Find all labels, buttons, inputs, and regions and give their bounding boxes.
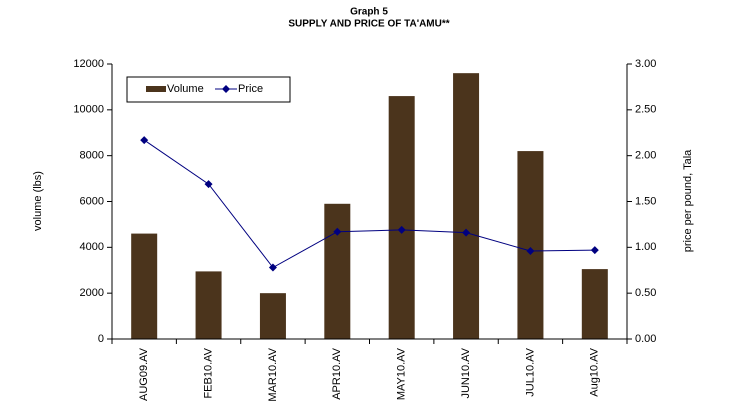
y-tick-label: 4000 bbox=[80, 241, 104, 253]
bar bbox=[517, 151, 544, 339]
price-line bbox=[143, 139, 595, 269]
bar bbox=[195, 271, 222, 339]
price-marker bbox=[140, 136, 149, 145]
bar bbox=[259, 293, 286, 339]
y2-tick-label: 0.00 bbox=[635, 333, 656, 345]
y-tick-label: 2000 bbox=[80, 287, 104, 299]
y-tick-label: 12000 bbox=[73, 58, 104, 70]
y-tick-label: 6000 bbox=[80, 195, 104, 207]
price-marker bbox=[268, 263, 277, 272]
y-tick-label: 0 bbox=[98, 333, 104, 345]
price-marker bbox=[526, 247, 535, 255]
y2-tick-label: 1.50 bbox=[635, 195, 656, 207]
y2-tick-label: 2.00 bbox=[635, 150, 656, 162]
price-marker bbox=[204, 180, 213, 189]
price-marker bbox=[462, 228, 471, 237]
legend-swatch bbox=[146, 86, 166, 92]
price-marker bbox=[397, 225, 406, 234]
bar bbox=[453, 73, 480, 340]
price-marker bbox=[590, 246, 599, 255]
chart-subtitle: SUPPLY AND PRICE OF TA'AMU** bbox=[288, 19, 449, 30]
legend-marker bbox=[222, 85, 230, 93]
x-tick-label: MAY10.AV bbox=[396, 347, 408, 400]
y2-tick-label: 2.50 bbox=[635, 104, 656, 116]
x-tick-label: Aug10.AV bbox=[589, 347, 601, 396]
x-tick-label: MAR10.AV bbox=[267, 347, 279, 401]
legend-label: Price bbox=[238, 83, 263, 95]
legend-label: Volume bbox=[167, 83, 204, 95]
y2-axis-label: price per pound, Tala bbox=[682, 149, 694, 252]
bar bbox=[324, 203, 351, 339]
x-tick-label: FEB10.AV bbox=[202, 347, 214, 398]
x-tick-label: AUG09.AV bbox=[138, 347, 150, 401]
y-tick-label: 10000 bbox=[73, 104, 104, 116]
y2-tick-label: 0.50 bbox=[635, 287, 656, 299]
y2-tick-label: 1.00 bbox=[635, 241, 656, 253]
x-tick-label: JUL10.AV bbox=[524, 347, 536, 396]
bar bbox=[581, 269, 608, 339]
bar bbox=[131, 233, 158, 339]
chart-title: Graph 5 bbox=[350, 7, 388, 18]
bar bbox=[388, 96, 415, 339]
x-tick-label: APR10.AV bbox=[331, 347, 343, 399]
price-marker bbox=[333, 227, 342, 236]
y-tick-label: 8000 bbox=[80, 150, 104, 162]
x-tick-label: JUN10.AV bbox=[460, 347, 472, 398]
y-axis-label: volume (lbs) bbox=[32, 171, 44, 231]
y2-tick-label: 3.00 bbox=[635, 58, 656, 70]
